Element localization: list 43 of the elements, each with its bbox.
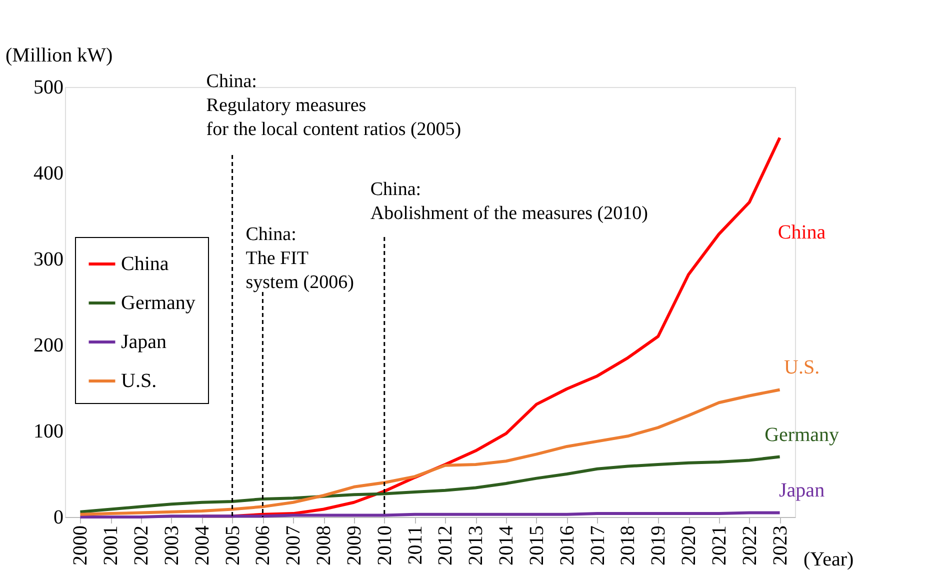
ref-line-label: China: Regulatory measures for the local content ratios (2005) — [206, 71, 462, 140]
y-tick-label: 300 — [34, 248, 64, 270]
x-tick-label: 2021 — [708, 526, 730, 566]
text: Germany — [764, 424, 840, 446]
x-tick-label: 2001 — [100, 526, 122, 566]
y-axis-title: (Million kW) — [6, 44, 113, 66]
x-tick-label: 2007 — [282, 526, 305, 566]
x-tick-label: 2023 — [769, 526, 792, 566]
x-tick-label: 2004 — [191, 526, 214, 566]
x-tick-label: 2011 — [404, 526, 426, 565]
y-tick-label: 200 — [34, 334, 64, 356]
x-tick-label: 2013 — [465, 526, 488, 566]
x-tick-label: 2008 — [313, 526, 336, 566]
x-tick-label: 2022 — [738, 526, 761, 566]
x-tick-label: 2015 — [526, 526, 548, 566]
text: China — [778, 222, 826, 244]
ref-line-label: China: Abolishment of the measures (2010) — [370, 179, 648, 224]
text: Japan — [779, 480, 825, 502]
legend-label: Japan — [121, 331, 167, 353]
legend-label: China — [121, 253, 169, 275]
x-tick-label: 2010 — [374, 526, 396, 566]
ref-line-label: China: The FIT system (2006) — [246, 224, 354, 293]
x-tick-label: 2005 — [222, 526, 244, 566]
y-tick-label: 100 — [34, 420, 64, 442]
x-tick-label: 2000 — [70, 526, 92, 566]
x-tick-label: 2019 — [648, 526, 670, 566]
x-tick-label: 2020 — [678, 526, 700, 566]
legend-label: U.S. — [121, 370, 157, 392]
x-tick-label: 2012 — [434, 526, 457, 566]
x-tick-label: 2018 — [617, 526, 640, 566]
x-tick-label: 2016 — [556, 526, 578, 566]
x-axis-title: (Year) — [804, 548, 854, 570]
y-tick-label: 400 — [34, 162, 64, 184]
legend-label: Germany — [121, 292, 196, 314]
x-tick-label: 2009 — [343, 526, 366, 566]
y-tick-label: 0 — [54, 506, 64, 528]
text: U.S. — [784, 356, 820, 379]
x-tick-label: 2002 — [130, 526, 153, 566]
y-tick-label: 500 — [34, 76, 64, 98]
x-tick-label: 2006 — [252, 526, 274, 566]
x-tick-label: 2017 — [586, 526, 609, 566]
x-tick-label: 2003 — [160, 526, 183, 566]
x-tick-label: 2014 — [496, 526, 518, 566]
